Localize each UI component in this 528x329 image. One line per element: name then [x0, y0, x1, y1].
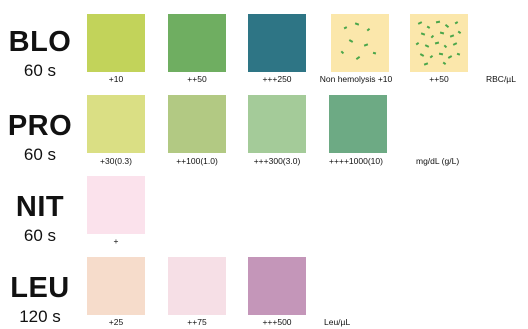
pro-label-2: ++100(1.0) [176, 156, 218, 166]
leu-unit: Leu/µL [324, 317, 351, 327]
blo-label-3: +++250 [262, 74, 292, 84]
analyte-name: LEU [10, 272, 70, 304]
analyte-pro: PRO 60 s [0, 111, 80, 165]
leu-label-3: +++500 [262, 317, 292, 327]
leu-label-1: +25 [108, 317, 124, 327]
leu-swatch-1 [87, 257, 145, 315]
analyte-time: 60 s [23, 61, 57, 80]
blo-label-2: ++50 [187, 74, 207, 84]
pro-label-4: ++++1000(10) [329, 156, 383, 166]
pro-swatch-1 [87, 95, 145, 153]
analyte-time: 60 s [23, 145, 57, 164]
blo-swatch-2 [168, 14, 226, 72]
pro-label-1: +30(0.3) [100, 156, 132, 166]
pro-swatch-4 [329, 95, 387, 153]
leu-swatch-3 [248, 257, 306, 315]
scattered-dots-icon [415, 20, 462, 66]
pro-swatch-3 [248, 95, 306, 153]
pro-unit: mg/dL (g/L) [416, 156, 460, 166]
nit-label-1: + [113, 236, 119, 246]
pro-label-3: +++300(3.0) [253, 156, 301, 166]
analyte-leu: LEU 120 s [0, 273, 80, 327]
pro-swatch-2 [168, 95, 226, 153]
blo-unit: RBC/µL [486, 74, 516, 84]
blo-swatch-nonhemolysis [331, 14, 389, 72]
analyte-blo: BLO 60 s [0, 27, 80, 81]
analyte-time: 120 s [19, 307, 61, 326]
blo-swatch-3 [248, 14, 306, 72]
scattered-dots-icon [340, 22, 377, 60]
analyte-time: 60 s [23, 226, 57, 245]
analyte-name: PRO [7, 110, 73, 142]
leu-swatch-2 [168, 257, 226, 315]
nit-swatch-1 [87, 176, 145, 234]
analyte-name: BLO [8, 26, 72, 58]
leu-label-2: ++75 [187, 317, 207, 327]
blo-label-5: ++50 [429, 74, 449, 84]
blo-swatch-scattered [410, 14, 468, 72]
analyte-nit: NIT 60 s [0, 192, 80, 246]
analyte-name: NIT [15, 191, 65, 223]
blo-label-4: Non hemolysis +10 [319, 74, 393, 84]
blo-swatch-1 [87, 14, 145, 72]
blo-label-1: +10 [108, 74, 124, 84]
